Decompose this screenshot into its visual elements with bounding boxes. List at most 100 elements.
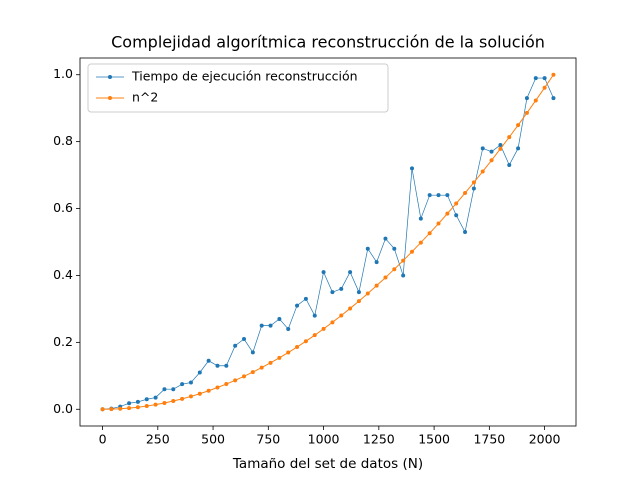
point [295, 345, 300, 350]
point [418, 216, 423, 221]
point [242, 337, 247, 342]
x-tick-label: 0 [99, 432, 107, 447]
point [409, 166, 414, 171]
point [162, 400, 167, 405]
point [374, 283, 379, 288]
axes-frame [79, 57, 577, 427]
point [383, 275, 388, 280]
point [109, 407, 114, 412]
point [392, 267, 397, 272]
point [250, 370, 255, 375]
point [321, 326, 326, 331]
point [401, 273, 406, 278]
point [206, 358, 211, 363]
point [188, 380, 193, 385]
point [144, 397, 149, 402]
point [436, 221, 441, 226]
point [233, 378, 238, 383]
legend-label: n^2 [132, 90, 158, 105]
point [348, 270, 353, 275]
y-tick-label: 0.6 [53, 200, 73, 215]
x-tick-label: 750 [256, 432, 280, 447]
point [480, 146, 485, 151]
point [162, 387, 167, 392]
point [250, 350, 255, 355]
x-tick-label: 1250 [363, 432, 395, 447]
point [224, 363, 229, 368]
point [127, 401, 132, 406]
legend-label: Tiempo de ejecución reconstrucción [131, 69, 358, 84]
point [489, 158, 494, 163]
point [144, 404, 149, 409]
point [277, 355, 282, 360]
point [215, 363, 220, 368]
point [259, 323, 264, 328]
point [303, 339, 308, 344]
point [409, 249, 414, 254]
point [365, 246, 370, 251]
point [197, 391, 202, 396]
point [277, 316, 282, 321]
point [463, 229, 468, 234]
x-tick-label: 250 [146, 432, 170, 447]
point [445, 211, 450, 216]
plot-area [80, 58, 576, 426]
point [454, 201, 459, 206]
point [392, 246, 397, 251]
point [233, 343, 238, 348]
point [533, 76, 538, 81]
point [498, 142, 503, 147]
point [100, 407, 105, 412]
point [242, 374, 247, 379]
x-axis-label: Tamaño del set de datos (N) [232, 456, 423, 472]
point [188, 394, 193, 399]
point [436, 193, 441, 198]
x-tick-label: 2000 [529, 432, 561, 447]
point [516, 146, 521, 151]
point [356, 299, 361, 304]
legend-marker [108, 75, 112, 79]
point [533, 98, 538, 103]
point [418, 240, 423, 245]
point [206, 388, 211, 393]
point [524, 110, 529, 115]
point [383, 236, 388, 241]
y-tick-label: 0.8 [53, 133, 73, 148]
point [463, 191, 468, 196]
point [312, 333, 317, 338]
point [339, 286, 344, 291]
point [135, 405, 140, 410]
point [171, 387, 176, 392]
point [135, 399, 140, 404]
point [489, 149, 494, 154]
point [498, 146, 503, 151]
legend-marker [108, 96, 112, 100]
point [348, 306, 353, 311]
point [542, 76, 547, 81]
x-tick-label: 1750 [473, 432, 505, 447]
x-tick-label: 1000 [308, 432, 340, 447]
series-line [102, 77, 554, 410]
point [224, 382, 229, 387]
point [454, 213, 459, 218]
point [127, 406, 132, 411]
point [551, 96, 556, 101]
series-line [102, 74, 554, 410]
point [516, 123, 521, 128]
x-tick-label: 1500 [418, 432, 450, 447]
point [171, 399, 176, 404]
y-tick-label: 1.0 [53, 66, 73, 81]
point [356, 290, 361, 295]
point [365, 291, 370, 296]
point [445, 193, 450, 198]
point [303, 296, 308, 301]
point [259, 365, 264, 370]
point [286, 350, 291, 355]
point [524, 96, 529, 101]
point [197, 370, 202, 375]
point [312, 313, 317, 318]
point [374, 260, 379, 265]
point [286, 326, 291, 331]
point [153, 402, 158, 407]
